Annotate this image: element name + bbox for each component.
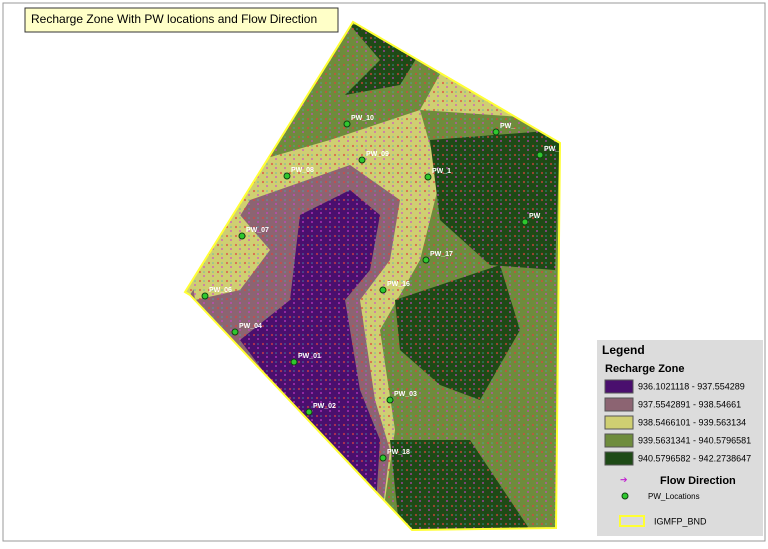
legend-swatch xyxy=(604,397,634,412)
legend-label: 939.5631341 - 940.5796581 xyxy=(638,435,751,445)
legend-swatch xyxy=(604,451,634,466)
title-box xyxy=(24,7,339,33)
well xyxy=(521,218,529,226)
well-label: PW_06 xyxy=(209,287,232,294)
well-label: PW_18 xyxy=(387,449,410,456)
wells: PW_10 PW_09 PW_08 PW_07 PW_06 PW_04 PW_01 PW_02… xyxy=(201,115,559,462)
well xyxy=(238,232,246,240)
legend-label: 936.1021118 - 937.554289 xyxy=(638,381,745,391)
legend-flow: Flow Direction xyxy=(660,475,736,487)
well xyxy=(492,128,500,136)
well xyxy=(290,358,298,366)
well-label: PW_09 xyxy=(366,151,389,158)
well xyxy=(343,120,351,128)
well-label: PW_04 xyxy=(239,323,262,330)
map-title: Recharge Zone With PW locations and Flow… xyxy=(31,12,317,26)
well xyxy=(424,173,432,181)
well-label: PW_10 xyxy=(351,115,374,122)
well-label: PW_08 xyxy=(291,167,314,174)
well-label: PW_01 xyxy=(298,353,321,360)
well xyxy=(201,292,209,300)
well xyxy=(358,156,366,164)
well xyxy=(283,172,291,180)
well-label: PW_03 xyxy=(394,391,417,398)
well-label: PW_ xyxy=(544,146,559,153)
well-label: PW_1 xyxy=(432,168,451,175)
well-label: PW_17 xyxy=(430,251,453,258)
well-label: PW_07 xyxy=(246,227,269,234)
legend-classes: 936.1021118 - 937.554289 937.5542891 - 93… xyxy=(604,379,751,466)
well xyxy=(536,151,544,159)
legend-label: 938.5466101 - 939.563134 xyxy=(638,417,746,427)
well-label: PW_16 xyxy=(387,281,410,288)
pw-icon xyxy=(621,492,629,500)
well xyxy=(379,286,387,294)
legend-boundary: IGMFP_BND xyxy=(654,516,707,526)
legend-swatch xyxy=(604,433,634,448)
well xyxy=(422,256,430,264)
well xyxy=(386,396,394,404)
legend-swatch xyxy=(604,415,634,430)
well-label: PW_ xyxy=(500,123,515,130)
boundary-icon xyxy=(619,515,645,527)
well xyxy=(379,454,387,462)
legend-label: 937.5542891 - 938.54661 xyxy=(638,399,741,409)
legend-group-title: Recharge Zone xyxy=(605,363,684,375)
well xyxy=(305,408,313,416)
legend-title: Legend xyxy=(602,343,645,357)
legend-pw: PW_Locations xyxy=(648,492,700,501)
well-label: PW_02 xyxy=(313,403,336,410)
well-label: PW xyxy=(529,213,541,220)
legend-swatch xyxy=(604,379,634,394)
flow-icon: ➔ xyxy=(620,474,628,484)
legend-label: 940.5796582 - 942.2738647 xyxy=(638,453,751,463)
boundary xyxy=(183,20,562,532)
well xyxy=(231,328,239,336)
